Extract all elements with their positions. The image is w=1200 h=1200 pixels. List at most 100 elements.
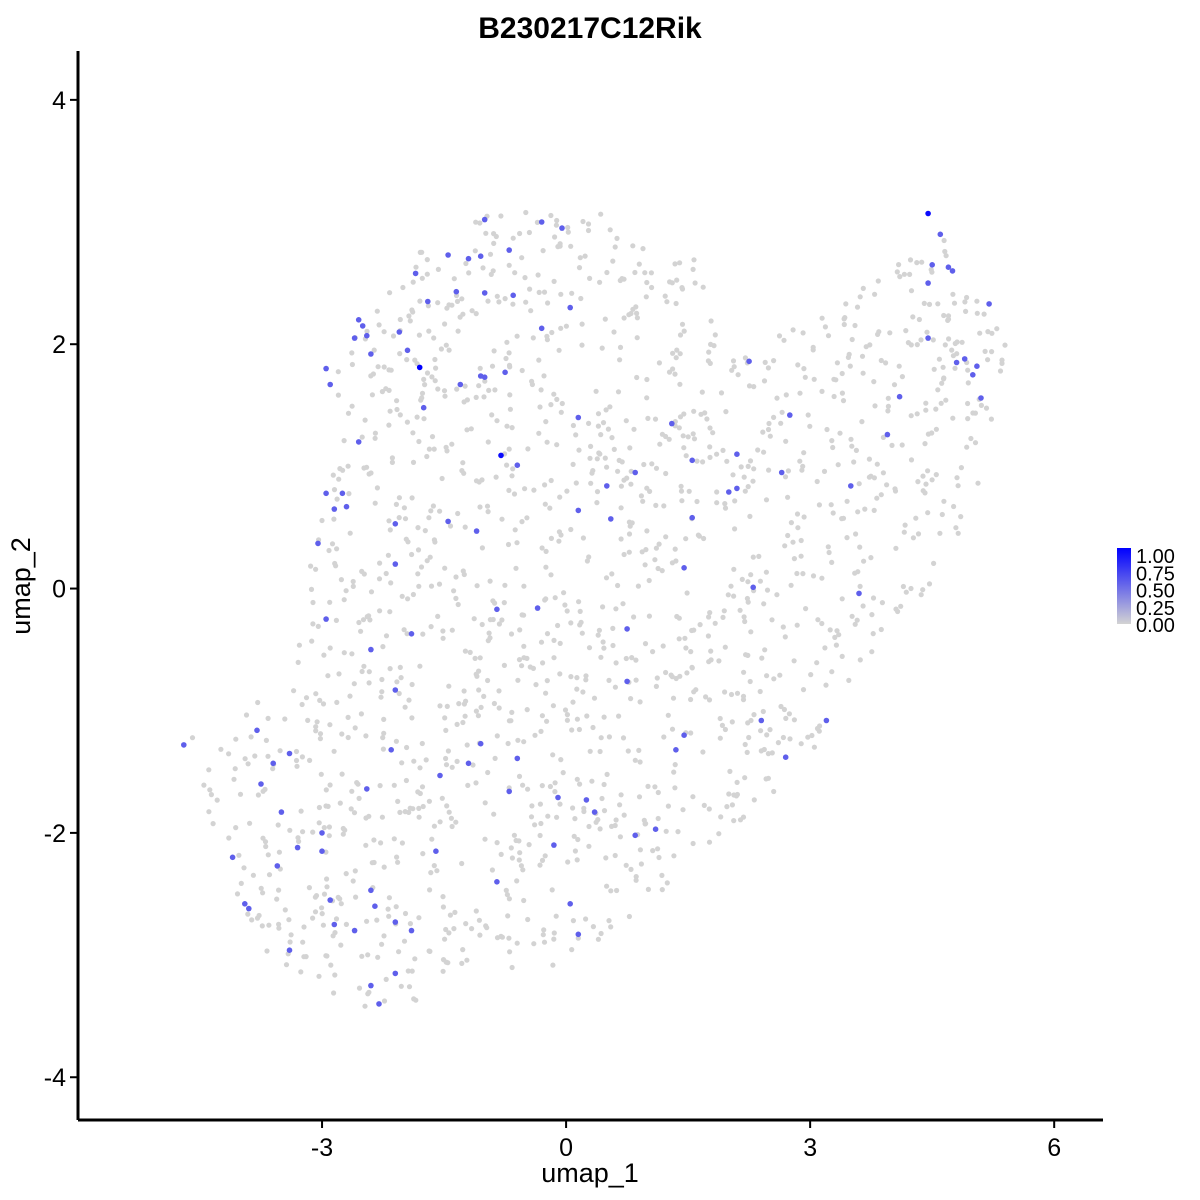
cell-point [316,973,322,979]
cell-point [360,617,367,623]
cell-point [878,626,884,633]
cell-point [826,549,832,556]
cell-point [557,671,563,677]
cell-point [810,573,817,579]
cell-point [391,782,397,788]
cell-point [617,834,624,840]
cell-point [389,455,395,461]
cell-point [218,746,224,752]
cell-point [238,880,244,887]
cell-point [795,525,801,531]
cell-point [763,569,770,575]
cell-point [513,837,519,844]
cell-point [432,378,438,384]
cell-point [359,434,365,440]
cell-point [312,894,318,900]
cell-point [381,716,387,723]
cell-point [449,302,455,308]
cell-point [442,715,448,721]
cell-point [617,344,624,350]
cell-point [469,926,475,932]
cell-point [774,395,780,401]
expressing-cell-point [331,921,338,928]
expressing-cell-point [758,717,765,724]
cell-point [862,506,868,512]
cell-point [410,806,416,812]
cell-point [437,703,443,709]
cell-point [574,686,580,692]
cell-point [801,366,807,372]
cell-point [798,741,804,747]
cell-point [351,681,357,687]
cell-point [385,906,391,912]
cell-point [965,380,971,386]
cell-point [621,315,627,321]
cell-point [999,360,1005,366]
cell-point [584,713,590,719]
cell-point [620,735,627,741]
cell-point [356,985,363,991]
expressing-cell-point [392,687,399,693]
cell-point [618,483,625,489]
cell-point [415,525,421,531]
cell-point [637,699,643,705]
cell-point [442,393,448,399]
cell-point [492,387,498,393]
cell-point [331,487,338,493]
cell-point [540,660,546,666]
cell-point [407,318,413,324]
cell-point [745,599,751,605]
cell-point [600,639,606,645]
cell-point [264,948,270,954]
x-axis-title: umap_1 [541,1158,639,1188]
expressing-cell-point [689,457,695,464]
cell-point [923,400,929,406]
cell-point [602,455,608,461]
cell-point [925,431,932,437]
expressing-cell-point [538,325,545,332]
cell-point [352,725,358,731]
cell-point [226,751,232,757]
cell-point [595,817,601,823]
cell-point [274,896,280,902]
cell-point [790,327,796,333]
cell-point [659,568,665,574]
cell-point [517,850,523,856]
cell-point [717,735,723,741]
cell-point [551,391,557,397]
cell-point [540,932,546,938]
cell-point [482,836,488,842]
cell-point [417,765,423,771]
expressing-cell-point [575,414,582,421]
cell-point [690,266,696,272]
cell-point [896,262,902,268]
cell-point [663,534,669,540]
cell-point [841,321,847,328]
cell-point [554,814,560,820]
cell-point [486,630,492,636]
cell-point [556,538,562,544]
expressing-cell-point [583,797,590,803]
cell-point [613,606,619,612]
cell-point [574,857,580,863]
cell-point [473,478,480,484]
cell-point [536,430,542,436]
x-axis-ticks: -3 0 3 6 [311,1120,1061,1162]
cell-point [829,669,835,675]
cell-point [638,861,645,867]
cell-point [677,381,683,387]
expressing-cell-point [689,514,695,521]
cell-point [829,559,835,566]
cell-point [832,634,838,641]
expressing-cell-point [392,919,399,925]
cell-point [634,335,640,341]
cell-point [587,455,593,461]
cell-point [359,668,365,675]
cell-point [880,470,887,476]
cell-point [908,585,914,592]
cell-point [664,299,670,305]
cell-point [922,441,928,447]
cell-point [562,602,568,608]
cell-point [547,783,554,790]
cell-point [277,748,283,754]
